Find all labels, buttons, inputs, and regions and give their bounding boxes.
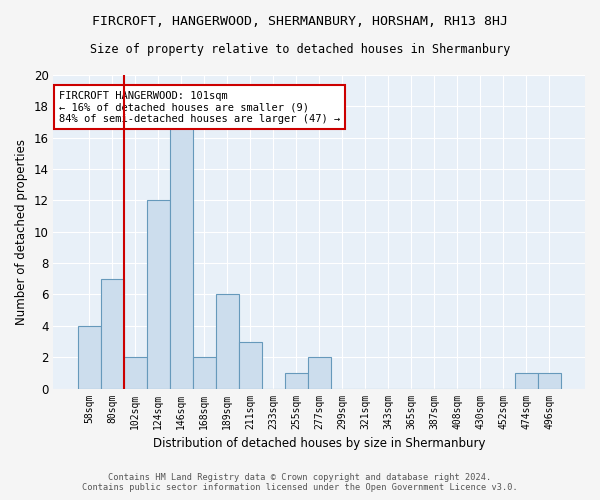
Bar <box>284 373 308 388</box>
Bar <box>170 122 193 388</box>
Bar <box>308 357 331 388</box>
X-axis label: Distribution of detached houses by size in Shermanbury: Distribution of detached houses by size … <box>153 437 485 450</box>
Bar <box>239 342 262 388</box>
Text: FIRCROFT HANGERWOOD: 101sqm
← 16% of detached houses are smaller (9)
84% of semi: FIRCROFT HANGERWOOD: 101sqm ← 16% of det… <box>59 90 340 124</box>
Text: FIRCROFT, HANGERWOOD, SHERMANBURY, HORSHAM, RH13 8HJ: FIRCROFT, HANGERWOOD, SHERMANBURY, HORSH… <box>92 15 508 28</box>
Bar <box>515 373 538 388</box>
Bar <box>124 357 146 388</box>
Bar <box>146 200 170 388</box>
Bar <box>538 373 561 388</box>
Text: Contains HM Land Registry data © Crown copyright and database right 2024.
Contai: Contains HM Land Registry data © Crown c… <box>82 473 518 492</box>
Bar <box>101 279 124 388</box>
Bar <box>193 357 215 388</box>
Bar <box>215 294 239 388</box>
Text: Size of property relative to detached houses in Shermanbury: Size of property relative to detached ho… <box>90 42 510 56</box>
Y-axis label: Number of detached properties: Number of detached properties <box>15 139 28 325</box>
Bar <box>77 326 101 388</box>
